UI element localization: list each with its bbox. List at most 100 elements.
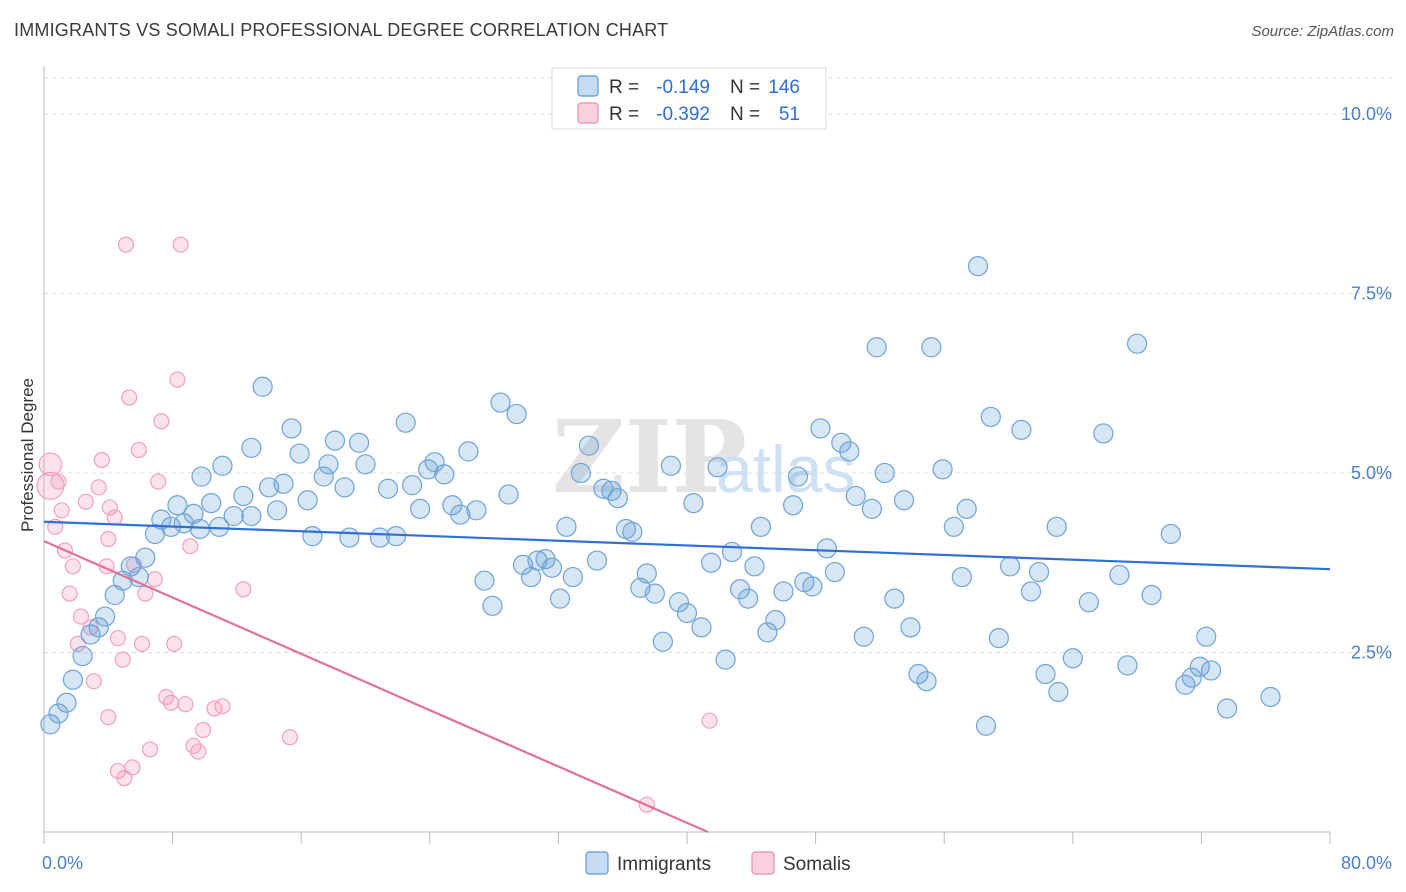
immigrants-point [1189,656,1210,677]
immigrants-point [369,527,391,548]
immigrants-point [189,518,211,540]
y-tick-label: 7.5% [1351,283,1392,303]
immigrants-point [593,478,614,499]
y-tick-label: 5.0% [1351,463,1392,483]
immigrants-point [474,570,495,591]
immigrants-point [490,392,511,413]
immigrants-point [816,538,837,559]
immigrants-point [750,516,772,537]
immigrants-point [506,403,527,425]
immigrants-point [802,576,823,597]
bottom-legend-immigrants: Immigrants [617,854,711,875]
stats-legend: R = -0.149 N = 146 R = -0.392 N = 51 [551,67,827,130]
somalis-point [100,709,117,726]
somalis-point [116,770,133,787]
immigrants-point [1035,663,1056,685]
immigrants-point [80,624,101,645]
somalis-point [150,473,167,490]
somalis-point [38,452,63,477]
somalis-point [117,236,135,253]
immigrants-point [691,617,712,638]
somalis-point [50,473,67,490]
somalis-point [69,635,86,652]
immigrants-point [377,478,399,499]
immigrants-point [482,595,503,616]
immigrants-point [1000,556,1021,577]
x-tick-label-min: 0.0% [42,853,83,873]
legend-r-label-2: R = [609,104,639,125]
immigrants-point [466,500,487,521]
legend-r-value-1: -0.149 [656,77,710,98]
immigrants-point [824,561,845,583]
somalis-point [109,630,127,647]
immigrants-point [318,454,339,475]
somalis-point [701,712,718,729]
immigrants-point [744,556,765,577]
immigrants-point [297,490,318,511]
immigrants-point [450,504,471,525]
immigrants-point [773,581,794,602]
immigrants-point [1048,681,1069,703]
immigrants-point [1078,592,1099,613]
immigrants-point [72,645,93,667]
somalis-point [85,673,102,690]
y-tick-label: 10.0% [1341,104,1392,124]
legend-r-label-1: R = [609,77,639,98]
y-axis-title: Professional Degree [18,378,37,532]
immigrants-point [549,588,571,609]
immigrants-point [348,432,370,453]
legend-swatch-somalis [577,102,599,124]
immigrants-point [916,671,937,692]
immigrants-point [1260,686,1281,708]
immigrants-point [707,457,728,478]
immigrants-point [1093,423,1114,444]
immigrants-point [782,495,804,516]
bottom-legend-swatch-somalis [751,851,775,875]
watermark-zip: ZIP [552,398,747,516]
legend-swatch-immigrants [577,75,599,97]
immigrants-point [1020,581,1042,602]
immigrants-point [975,715,997,736]
immigrants-point [223,505,244,527]
legend-n-value-2: 51 [779,104,800,125]
somalis-point [177,696,194,713]
immigrants-point [893,490,915,511]
immigrants-point [1062,648,1083,669]
immigrants-point [313,466,334,487]
legend-n-label-2: N = [730,104,760,125]
somalis-point [93,451,110,469]
immigrants-point [636,563,657,584]
somalis-point [172,236,189,253]
immigrants-point [48,703,69,724]
trend-lines [43,520,1331,834]
immigrants-point [853,626,874,647]
immigrants-point [787,466,809,487]
immigrants-point [1011,419,1032,440]
somalis-point [169,371,186,388]
somalis-point [130,441,147,459]
immigrants-point [956,498,977,519]
immigrants-point [668,592,690,613]
immigrants-point [135,547,156,568]
immigrants-point [56,692,77,713]
immigrants-point [1196,626,1217,647]
immigrants-point [1126,333,1148,354]
legend-n-value-1: 146 [768,77,800,98]
immigrants-point [683,493,704,514]
immigrants-point [715,649,736,670]
immigrants-point [201,493,222,514]
immigrants-point [861,498,882,519]
immigrants-point [810,418,831,439]
somalis-point [153,413,170,430]
legend-n-label-1: N = [730,77,760,98]
immigrants-point [737,588,759,609]
somalis-point [214,698,231,715]
immigrants-point [498,484,519,505]
immigrants-point [339,527,360,548]
somalis-point [146,571,164,588]
immigrants-point [676,602,698,624]
immigrants-point [402,475,423,496]
immigrants-point [324,430,346,451]
immigrants-point [88,617,109,638]
